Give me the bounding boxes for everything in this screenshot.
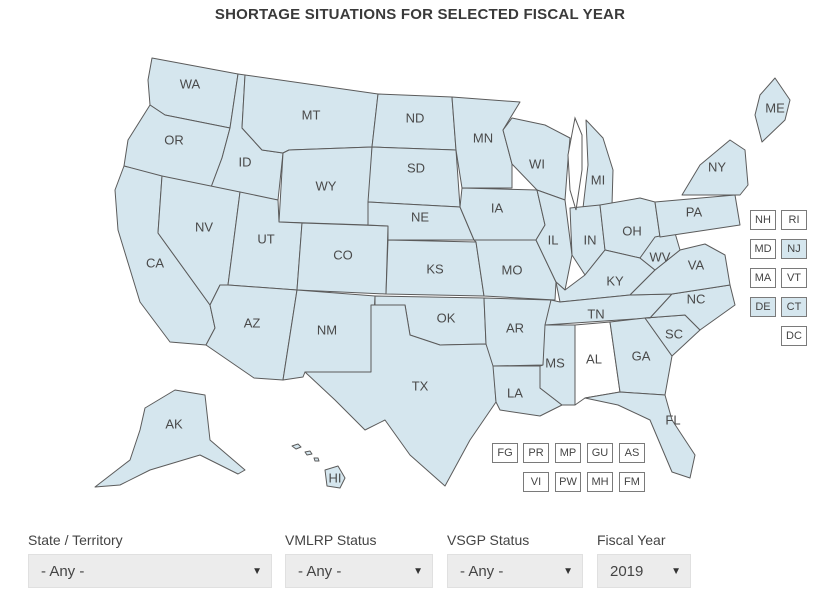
year-select[interactable]: 2019 ▼	[597, 554, 691, 588]
state-fl[interactable]	[584, 391, 696, 479]
region-box-nh[interactable]: NH	[750, 210, 776, 230]
region-box-de[interactable]: DE	[750, 297, 776, 317]
region-box-pw[interactable]: PW	[555, 472, 581, 492]
state-select[interactable]: - Any - ▼	[28, 554, 272, 588]
region-box-dc[interactable]: DC	[781, 326, 807, 346]
caret-down-icon: ▼	[671, 566, 681, 577]
lake-michigan	[567, 116, 583, 211]
vsgp-filter-label: VSGP Status	[447, 532, 530, 548]
region-box-gu[interactable]: GU	[587, 443, 613, 463]
vsgp-select-value: - Any -	[460, 563, 504, 580]
state-mn[interactable]	[451, 96, 521, 189]
state-nd[interactable]	[371, 93, 457, 151]
state-ia[interactable]	[459, 187, 546, 241]
state-ga[interactable]	[609, 317, 673, 396]
region-box-mh[interactable]: MH	[587, 472, 613, 492]
region-box-ri[interactable]: RI	[781, 210, 807, 230]
region-box-as[interactable]: AS	[619, 443, 645, 463]
vmlrp-select-value: - Any -	[298, 563, 342, 580]
region-box-nj[interactable]: NJ	[781, 239, 807, 259]
region-box-vi[interactable]: VI	[523, 472, 549, 492]
state-hi[interactable]	[324, 465, 346, 489]
state-ks[interactable]	[385, 239, 485, 297]
state-az[interactable]	[205, 284, 298, 381]
state-co[interactable]	[296, 222, 389, 295]
state-wy[interactable]	[278, 146, 373, 226]
hawaii-islands	[291, 443, 320, 462]
state-wi[interactable]	[502, 117, 571, 201]
region-box-pr[interactable]: PR	[523, 443, 549, 463]
state-nm[interactable]	[282, 289, 376, 381]
state-ak[interactable]	[94, 389, 246, 488]
vmlrp-filter-label: VMLRP Status	[285, 532, 377, 548]
state-me[interactable]	[754, 77, 791, 143]
state-ny[interactable]	[681, 139, 749, 196]
state-va[interactable]	[629, 243, 731, 296]
region-box-mp[interactable]: MP	[555, 443, 581, 463]
region-box-ct[interactable]: CT	[781, 297, 807, 317]
state-ar[interactable]	[483, 297, 552, 367]
region-box-vt[interactable]: VT	[781, 268, 807, 288]
state-mi[interactable]	[582, 119, 614, 209]
region-box-ma[interactable]: MA	[750, 268, 776, 288]
state-select-value: - Any -	[41, 563, 85, 580]
region-box-md[interactable]: MD	[750, 239, 776, 259]
caret-down-icon: ▼	[252, 566, 262, 577]
region-box-fm[interactable]: FM	[619, 472, 645, 492]
caret-down-icon: ▼	[413, 566, 423, 577]
map-title: SHORTAGE SITUATIONS FOR SELECTED FISCAL …	[214, 6, 626, 23]
vmlrp-select[interactable]: - Any - ▼	[285, 554, 433, 588]
state-wv[interactable]	[639, 232, 681, 271]
caret-down-icon: ▼	[563, 566, 573, 577]
year-filter-label: Fiscal Year	[597, 532, 666, 548]
vsgp-select[interactable]: - Any - ▼	[447, 554, 583, 588]
state-filter-label: State / Territory	[28, 532, 123, 548]
state-pa[interactable]	[654, 194, 741, 238]
region-box-fg[interactable]: FG	[492, 443, 518, 463]
state-tx[interactable]	[304, 304, 497, 487]
state-sd[interactable]	[367, 146, 461, 208]
state-mt[interactable]	[241, 74, 379, 154]
year-select-value: 2019	[610, 563, 644, 580]
